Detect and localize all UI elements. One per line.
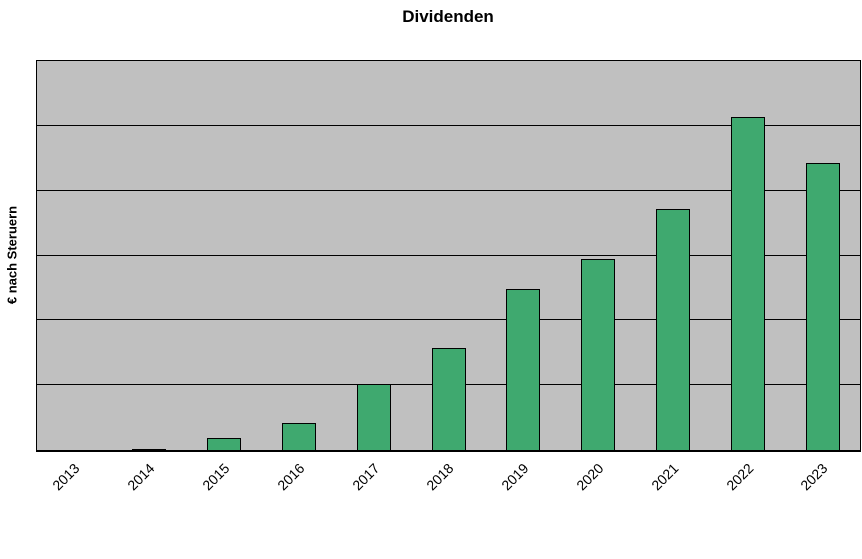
gridline: [37, 319, 860, 321]
plot-area: [36, 60, 861, 452]
bar-2017: [356, 383, 391, 450]
bar-2022: [730, 116, 765, 450]
bar-2018: [431, 347, 466, 450]
y-axis-label: € nach Steruern: [4, 205, 20, 305]
bar-2023: [805, 162, 840, 450]
gridline: [37, 189, 860, 191]
gridline: [37, 254, 860, 256]
gridline: [37, 124, 860, 126]
bar-2021: [655, 208, 690, 450]
chart-title: Dividenden: [402, 7, 494, 26]
bar-2016: [281, 422, 316, 450]
bar-2015: [207, 438, 242, 450]
bar-2019: [506, 288, 541, 450]
bar-2020: [581, 259, 616, 450]
gridline: [37, 60, 860, 61]
x-axis-labels: 2013 2014 2015 2016 2017 2018 2019 2020 2021 2022…: [49, 460, 831, 494]
bar-2014: [132, 448, 167, 450]
